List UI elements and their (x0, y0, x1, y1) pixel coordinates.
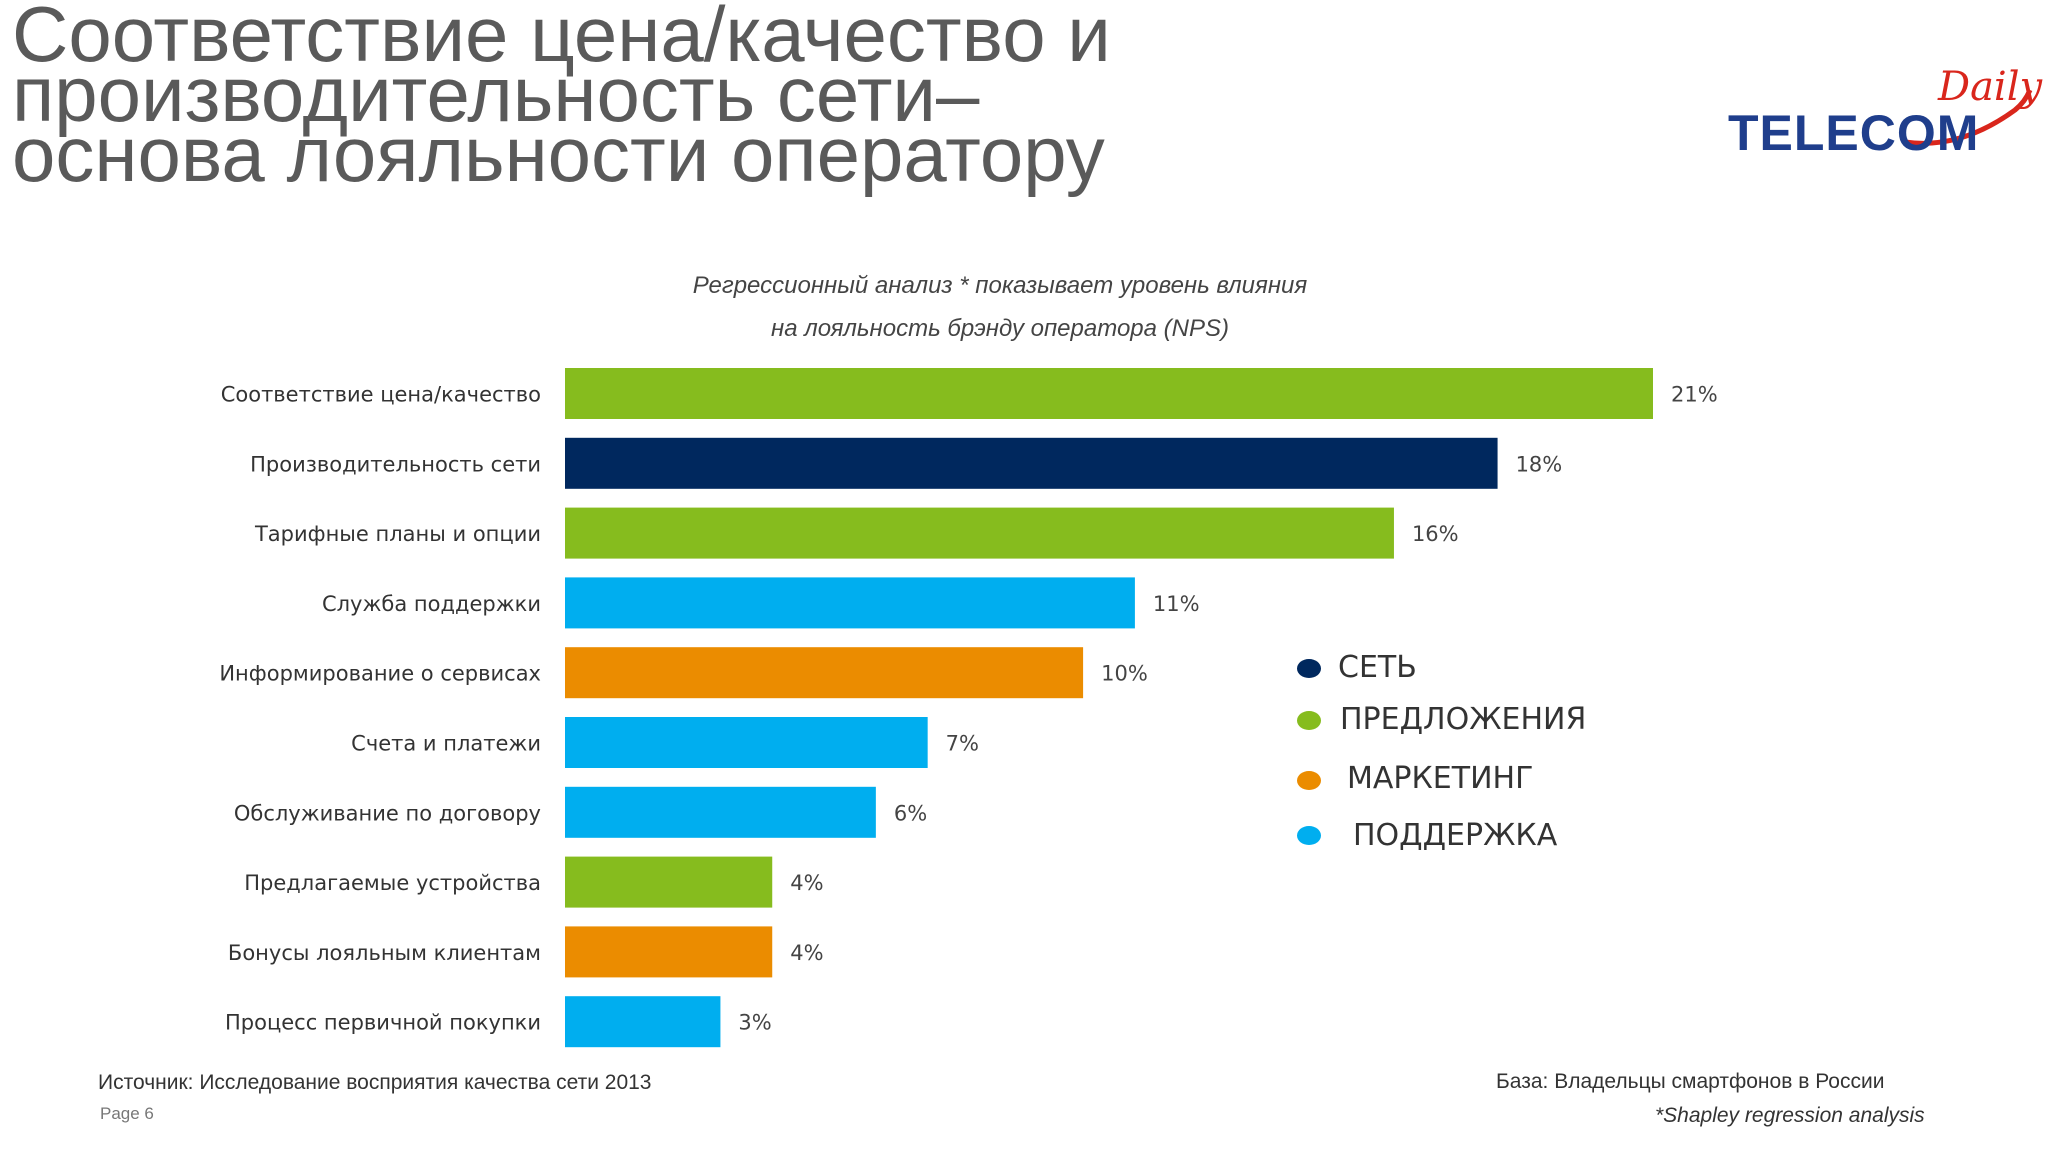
source-note: Источник: Исследование восприятия качест… (98, 1071, 652, 1094)
legend-label-marketing: МАРКЕТИНГ (1347, 761, 1534, 796)
telecom-daily-logo: TELECOM Daily (1720, 60, 2043, 170)
bar (565, 926, 773, 978)
bar-value-label: 18% (1516, 452, 1563, 476)
method-note: *Shapley regression analysis (1655, 1104, 1925, 1127)
bar-value-label: 11% (1153, 592, 1200, 616)
page-title: Соответствие цена/качество и производите… (12, 0, 1312, 198)
category-label: Счета и платежи (351, 732, 541, 756)
legend-label-offers: ПРЕДЛОЖЕНИЯ (1340, 702, 1587, 737)
title-line-3: основа лояльности оператору (12, 110, 1105, 198)
chart-subtitle-line-1: Регрессионный анализ * показывает уровен… (692, 272, 1308, 299)
category-label: Производительность сети (250, 452, 541, 476)
category-label: Предлагаемые устройства (244, 871, 541, 895)
bar (565, 717, 928, 768)
logo-script-text: Daily (1938, 64, 2043, 110)
category-label: Служба поддержки (322, 592, 541, 616)
bar (565, 996, 721, 1048)
bar-value-label: 3% (738, 1011, 771, 1035)
bar-value-label: 4% (790, 871, 823, 895)
logo-text: TELECOM (1728, 105, 1980, 161)
legend-dot-offers (1297, 711, 1321, 730)
legend-dot-support (1297, 826, 1321, 845)
bar-value-label: 10% (1101, 662, 1148, 686)
category-label: Бонусы лояльным клиентам (228, 941, 541, 965)
category-label: Информирование о сервисах (219, 662, 541, 686)
bar-value-label: 6% (894, 801, 927, 825)
page-number: Page 6 (100, 1104, 154, 1123)
legend-label-support: ПОДДЕРЖКА (1353, 818, 1558, 853)
bar (565, 647, 1084, 699)
chart-subtitle-line-2: на лояльность брэнду оператора (NPS) (770, 315, 1229, 342)
legend-dot-marketing (1297, 771, 1321, 790)
bar (565, 507, 1394, 559)
bar (565, 437, 1498, 489)
bar (565, 786, 876, 838)
bar-value-label: 4% (790, 941, 823, 965)
logo-swoosh-icon (1904, 88, 2033, 146)
bar-value-label: 21% (1671, 383, 1718, 407)
bar (565, 856, 773, 908)
title-line-1: Соответствие цена/качество и (12, 0, 1111, 78)
category-label: Тарифные планы и опции (254, 522, 541, 546)
bar (565, 577, 1135, 629)
base-note: База: Владельцы смартфонов в России (1496, 1070, 1885, 1093)
bar-value-label: 16% (1412, 522, 1459, 546)
legend-label-network: СЕТЬ (1338, 650, 1417, 685)
bar-value-label: 7% (946, 732, 979, 756)
title-line-2: производительность сети– (12, 50, 980, 138)
category-label: Соответствие цена/качество (221, 383, 541, 407)
category-label: Обслуживание по договору (234, 801, 541, 825)
bar (565, 368, 1653, 419)
category-label: Процесс первичной покупки (225, 1011, 541, 1035)
legend-dot-network (1297, 659, 1321, 678)
